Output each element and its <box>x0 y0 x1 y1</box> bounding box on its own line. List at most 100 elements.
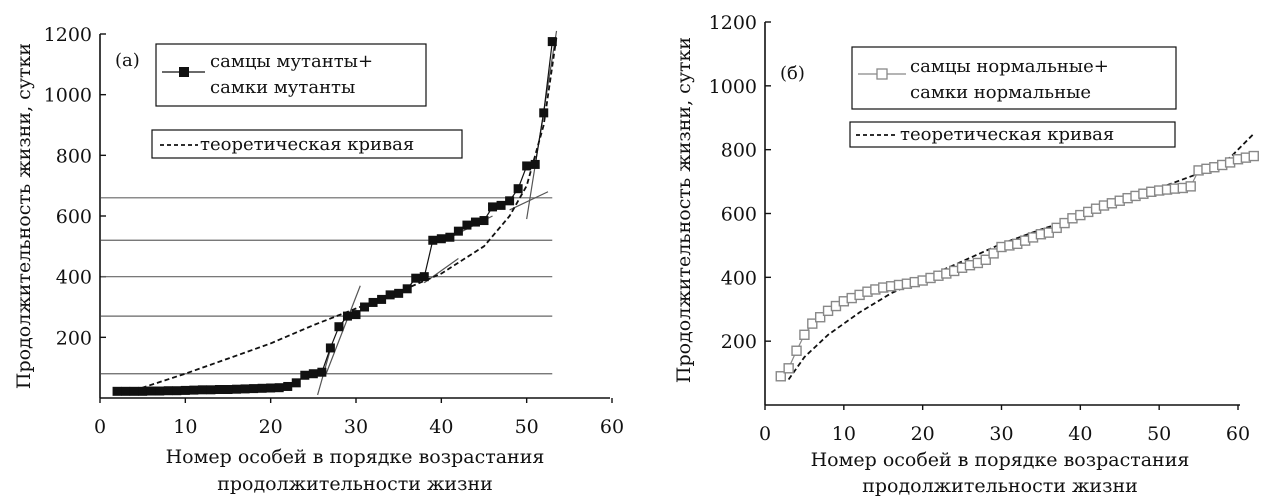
panel-b-series-legend: самцы нормальные+ самки нормальные <box>851 46 1177 110</box>
a-x-tick-label: 0 <box>94 416 106 438</box>
a-data-point <box>402 284 412 294</box>
a-data-point <box>146 386 156 396</box>
panel-b-legend-box <box>851 46 1177 110</box>
a-data-point <box>283 381 293 391</box>
a-data-point <box>291 378 301 388</box>
a-data-point <box>428 235 438 245</box>
a-data-point <box>419 272 429 282</box>
panel-a-label: (а) <box>115 50 140 71</box>
a-data-point <box>317 367 327 377</box>
a-y-tick-label: 1000 <box>44 85 92 107</box>
b-data-point <box>791 345 802 356</box>
panel-a-x-label-line2: продолжительности жизни <box>217 473 493 495</box>
panel-b-legend-series-line1: самцы нормальные+ <box>910 56 1109 77</box>
a-data-point <box>496 200 506 210</box>
panel-a-legend-series-line2: самки мутанты <box>210 77 355 98</box>
panel-a-x-label-line1: Номер особей в порядке возрастания <box>166 446 545 468</box>
panel-b-y-ticks: 200 400 600 800 1000 1200 <box>709 12 771 353</box>
a-data-point <box>385 290 395 300</box>
panel-a-points <box>112 37 557 396</box>
a-data-point <box>530 159 540 169</box>
b-y-tick-label: 1200 <box>709 12 757 34</box>
a-data-point <box>470 217 480 227</box>
a-y-tick-label: 400 <box>56 267 92 289</box>
panel-a-chart: 0 10 20 30 40 50 60 200 400 600 800 1000 1200 (а) с… <box>13 24 624 495</box>
a-data-point <box>274 383 284 393</box>
panel-a-legend-box <box>155 43 427 107</box>
panel-b-label: (б) <box>780 63 805 84</box>
panel-a-theory-legend: теоретическая кривая <box>151 129 463 159</box>
panel-a-theory-legend-label: теоретическая кривая <box>200 134 414 155</box>
b-data-point <box>1248 150 1259 162</box>
b-x-tick-label: 10 <box>832 423 856 445</box>
b-data-point <box>988 248 999 259</box>
a-data-point <box>308 369 318 379</box>
a-data-point <box>436 234 446 244</box>
b-y-tick-label: 400 <box>721 267 757 289</box>
b-data-point <box>807 318 818 329</box>
panel-b-theory-curve <box>787 133 1255 381</box>
b-y-tick-label: 600 <box>721 204 757 226</box>
a-data-point <box>172 386 182 396</box>
a-data-point <box>462 220 472 230</box>
b-x-tick-label: 20 <box>911 423 935 445</box>
a-data-point <box>479 216 489 226</box>
a-data-point <box>163 386 173 396</box>
a-data-point <box>513 184 523 194</box>
a-data-point <box>411 273 421 283</box>
a-data-point <box>129 386 139 396</box>
a-data-point <box>240 384 250 394</box>
a-y-tick-label: 200 <box>56 327 92 349</box>
panel-a-legend-series-line1: самцы мутанты+ <box>210 51 373 72</box>
a-data-point <box>377 294 387 304</box>
panel-b-theory-legend-label: теоретическая кривая <box>900 124 1114 145</box>
a-y-tick-label: 1200 <box>44 24 92 46</box>
a-fit-segment <box>509 191 549 211</box>
b-data-point <box>1185 181 1196 192</box>
b-data-point <box>783 363 794 374</box>
a-data-point <box>539 108 549 118</box>
a-x-tick-label: 50 <box>515 416 539 438</box>
panel-a-theory-legend-box <box>151 129 463 159</box>
a-data-point <box>206 385 216 395</box>
a-data-point <box>394 288 404 298</box>
a-data-point <box>445 232 455 242</box>
panel-a-series-legend: самцы мутанты+ самки мутанты <box>155 43 427 107</box>
a-data-point <box>300 370 310 380</box>
a-y-tick-label: 600 <box>56 206 92 228</box>
b-x-tick-label: 0 <box>759 423 771 445</box>
a-data-point <box>121 386 131 396</box>
panel-a-x-ticks: 0 10 20 30 40 50 60 <box>94 398 624 438</box>
a-data-point <box>223 385 233 395</box>
b-y-tick-label: 1000 <box>709 76 757 98</box>
a-data-point <box>351 310 361 320</box>
a-x-tick-label: 20 <box>259 416 283 438</box>
a-y-tick-label: 800 <box>56 145 92 167</box>
b-y-tick-label: 200 <box>721 331 757 353</box>
a-data-point <box>368 297 378 307</box>
panel-b-theory-legend: теоретическая кривая <box>849 121 1176 148</box>
panel-b-chart: 0 10 20 30 40 50 60 200 400 600 800 1000 1200 (б) с… <box>673 12 1259 497</box>
b-data-point <box>980 254 991 265</box>
a-x-tick-label: 30 <box>344 416 368 438</box>
a-data-point <box>266 383 276 393</box>
panel-b-x-label-line1: Номер особей в порядке возрастания <box>811 449 1190 471</box>
a-data-point <box>488 202 498 212</box>
a-data-point <box>138 386 148 396</box>
b-x-tick-label: 40 <box>1068 423 1092 445</box>
b-y-tick-label: 800 <box>721 140 757 162</box>
panel-b-legend-series-line2: самки нормальные <box>910 82 1091 103</box>
b-x-tick-label: 60 <box>1226 423 1250 445</box>
panel-a-y-ticks: 200 400 600 800 1000 1200 <box>44 24 106 349</box>
a-data-point <box>453 226 463 236</box>
b-x-tick-label: 30 <box>989 423 1013 445</box>
a-data-point <box>505 196 515 206</box>
b-data-point <box>775 371 786 382</box>
a-data-point <box>189 385 199 395</box>
b-data-point <box>814 312 826 323</box>
a-data-point <box>257 383 267 393</box>
a-data-point <box>180 385 190 395</box>
a-data-point <box>197 385 207 395</box>
panel-b-points <box>775 150 1259 382</box>
panel-b-x-label-line2: продолжительности жизни <box>862 475 1138 497</box>
